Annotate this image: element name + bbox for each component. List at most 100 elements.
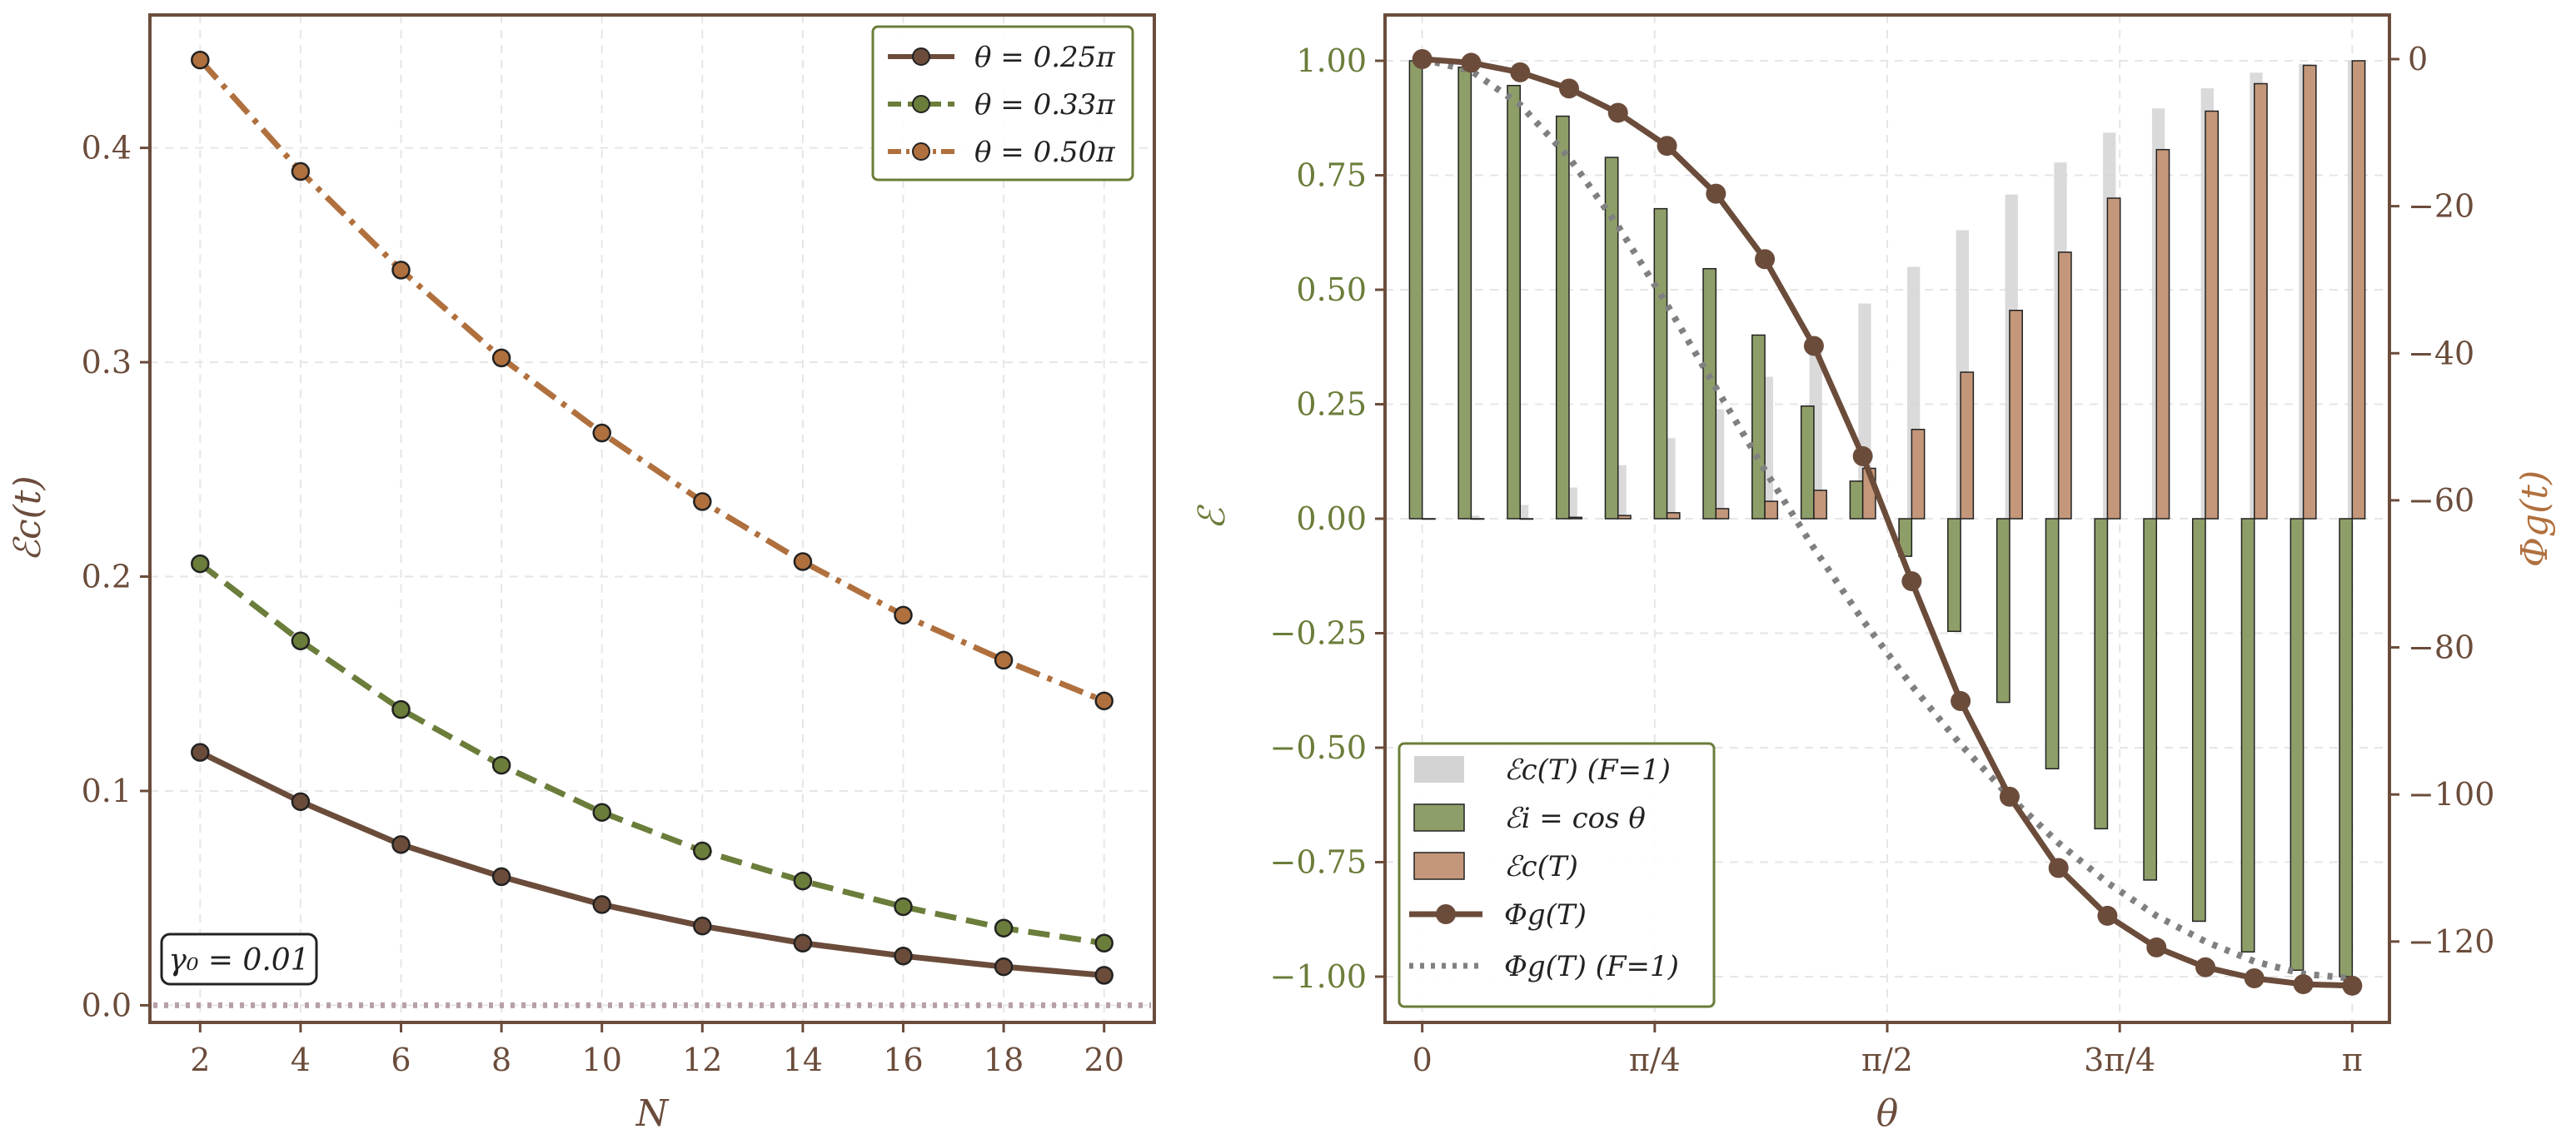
right-phig-point-0 — [1412, 48, 1432, 69]
right-bar-s1-19 — [2339, 518, 2354, 977]
right-phig-point-7 — [1755, 249, 1776, 270]
right-bar-s2-16 — [2205, 110, 2220, 520]
right-phig-point-8 — [1803, 336, 1824, 356]
legend-label-theta-033: θ = 0.33π — [974, 88, 1115, 122]
right-phig-point-14 — [2097, 905, 2118, 926]
right-bar-s1-11 — [1947, 518, 1961, 633]
left-point-s0-7 — [894, 946, 913, 966]
right-bar-s2-6 — [1715, 508, 1730, 520]
left-series-line-1 — [198, 561, 1105, 947]
right-bar-s2-11 — [1960, 371, 1975, 520]
right-bar-s2-10 — [1911, 429, 1926, 520]
left-point-s2-6 — [793, 552, 813, 571]
legend-label-ec: ℰc(T) — [1504, 850, 1578, 883]
legend-label-ei: ℰi = cos θ — [1504, 802, 1646, 835]
right-y2-tick-label: 0 — [2408, 41, 2428, 77]
legend-swatch-ec-f1 — [1414, 756, 1464, 783]
left-point-s1-8 — [994, 918, 1014, 938]
left-y-axis-label: ℰc(t) — [7, 475, 49, 561]
right-x-tick-label: π — [2342, 1042, 2363, 1078]
left-point-s0-5 — [693, 916, 712, 936]
left-x-tick-label: 6 — [391, 1042, 411, 1078]
left-point-s1-9 — [1094, 933, 1114, 952]
right-phig-point-2 — [1510, 62, 1531, 82]
legend-label-theta-050: θ = 0.50π — [974, 136, 1115, 169]
left-x-tick-label: 8 — [491, 1042, 511, 1078]
right-x-tick-label: 0 — [1413, 1042, 1432, 1078]
left-point-s2-4 — [592, 423, 611, 443]
legend-marker-theta-033 — [912, 95, 930, 113]
right-bar-s2-14 — [2106, 197, 2121, 520]
left-point-s0-6 — [793, 933, 813, 952]
left-point-s0-9 — [1094, 966, 1114, 985]
right-bar-s2-4 — [1617, 515, 1632, 520]
right-bar-s1-1 — [1457, 66, 1472, 520]
right-bar-s2-2 — [1519, 518, 1534, 520]
right-bar-s2-12 — [2009, 310, 2023, 520]
left-point-s1-1 — [291, 631, 311, 650]
right-phig-point-18 — [2293, 974, 2314, 995]
right-bar-s2-17 — [2253, 82, 2268, 520]
left-point-s2-9 — [1094, 691, 1114, 711]
right-y2-axis-label: Φg(t) — [2514, 470, 2556, 567]
left-point-s2-5 — [693, 492, 712, 511]
right-y-ticks: 1.00 0.75 0.50 0.25 0.00 −0.25 −0.50 −0.75 −1.00 — [1270, 42, 1385, 995]
right-y-tick-label: 0.25 — [1296, 386, 1367, 423]
right-y2-tick-label: −80 — [2408, 629, 2474, 666]
left-x-tick-label: 4 — [291, 1042, 311, 1078]
right-y-axis-label: ℰ — [1191, 504, 1233, 530]
right-x-tick-label: π/4 — [1629, 1042, 1681, 1078]
left-grid — [150, 15, 1154, 1022]
legend-marker-phig — [1436, 904, 1456, 924]
right-bar-s2-8 — [1813, 490, 1827, 520]
right-bar-s1-16 — [2191, 518, 2206, 923]
right-phig-point-4 — [1607, 102, 1628, 123]
left-x-tick-label: 20 — [1084, 1042, 1124, 1078]
left-point-s1-0 — [191, 554, 210, 574]
left-point-s0-3 — [491, 867, 511, 887]
left-x-tick-label: 12 — [682, 1042, 722, 1078]
right-bar-s2-3 — [1568, 516, 1583, 520]
left-point-s0-4 — [592, 895, 611, 914]
legend-swatch-ec — [1413, 852, 1465, 880]
left-series-line-0 — [198, 749, 1104, 978]
right-bar-s1-18 — [2290, 518, 2304, 972]
legend-marker-theta-025 — [912, 47, 930, 66]
left-point-s2-2 — [391, 261, 411, 280]
left-point-s2-7 — [894, 605, 913, 625]
right-bar-s1-12 — [1996, 518, 2010, 704]
right-bar-s1-4 — [1604, 157, 1619, 520]
right-y-tick-label: −0.25 — [1270, 615, 1367, 652]
right-bar-s1-5 — [1653, 207, 1668, 520]
right-y2-ticks: 0 −20 −40 −60 −80 −100 −120 — [2389, 41, 2494, 960]
right-bar-s2-0 — [1421, 518, 1436, 520]
right-y2-tick-label: −20 — [2408, 188, 2474, 225]
left-x-axis-label: N — [635, 1092, 670, 1135]
right-bar-s2-18 — [2302, 64, 2317, 520]
left-point-s1-7 — [894, 897, 913, 917]
right-phig-point-19 — [2342, 975, 2363, 996]
right-bar-s1-10 — [1898, 518, 1913, 557]
right-y-tick-label: −0.75 — [1270, 844, 1367, 881]
left-plot-frame — [148, 13, 1156, 1024]
right-y-tick-label: −1.00 — [1270, 958, 1367, 995]
right-phig-point-12 — [1999, 786, 2020, 807]
right-bar-s1-7 — [1751, 334, 1766, 520]
left-point-s1-2 — [391, 699, 411, 719]
right-phig-point-5 — [1657, 136, 1677, 157]
right-bar-s1-6 — [1702, 267, 1717, 520]
right-bar-s2-15 — [2155, 148, 2170, 520]
right-chart: 0 π/4 π/2 3π/4 π 1.00 0.75 0.50 0.25 0.00 −0.25 −0… — [1191, 13, 2556, 1135]
left-point-s2-1 — [291, 162, 311, 182]
left-point-s2-8 — [994, 650, 1014, 670]
left-y-ticks: 0.0 0.1 0.2 0.3 0.4 — [82, 130, 150, 1023]
left-x-tick-label: 14 — [783, 1042, 823, 1078]
left-point-s1-3 — [491, 755, 511, 775]
right-bar-s1-15 — [2143, 518, 2158, 881]
right-phig-point-15 — [2146, 937, 2167, 957]
right-phig-point-17 — [2244, 968, 2265, 989]
right-bar-s1-13 — [2045, 518, 2060, 770]
right-phig-point-6 — [1706, 183, 1726, 204]
left-y-tick-label: 0.3 — [82, 344, 132, 380]
right-phig-point-1 — [1461, 52, 1482, 73]
